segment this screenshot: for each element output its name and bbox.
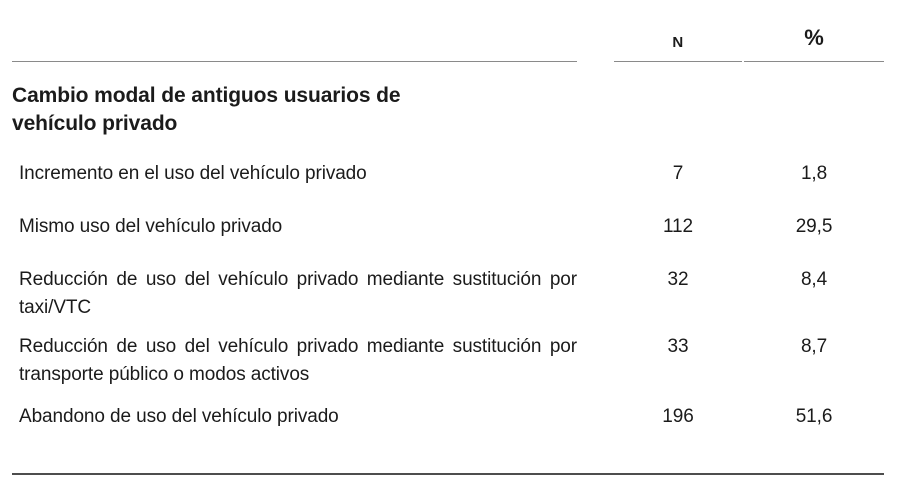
table-row: Abandono de uso del vehículo privado 196… (12, 403, 884, 431)
table-header-row: N % (12, 0, 884, 62)
row-label: Reducción de uso del vehículo privado me… (19, 336, 577, 385)
pct-column-label: % (804, 25, 824, 50)
row-label: Mismo uso del vehículo privado (19, 216, 283, 237)
cell-n: 112 (663, 216, 693, 237)
n-column-header: N (614, 0, 742, 62)
section-header: Cambio modal de antiguos usuarios de veh… (12, 84, 401, 135)
cell-n: 7 (672, 163, 684, 184)
cell-pct: 29,5 (795, 216, 833, 237)
cell-n: 32 (667, 269, 689, 290)
row-label: Incremento en el uso del vehículo privad… (19, 163, 367, 184)
pct-column-header: % (744, 0, 884, 62)
cell-n: 196 (662, 406, 694, 427)
modal-change-table: N % Cambio modal de antiguos usuarios de… (12, 0, 884, 475)
cell-pct: 1,8 (800, 163, 828, 184)
label-column-header-empty (12, 0, 577, 62)
cell-pct: 51,6 (795, 406, 833, 427)
n-column-label: N (672, 34, 684, 51)
column-gap (577, 0, 614, 62)
cell-pct: 8,4 (800, 269, 828, 290)
table-row: Mismo uso del vehículo privado 112 29,5 (12, 213, 884, 241)
cell-n: 33 (667, 336, 689, 357)
table-row: Incremento en el uso del vehículo privad… (12, 160, 884, 188)
row-label: Abandono de uso del vehículo privado (19, 406, 339, 427)
table-row: Reducción de uso del vehículo privado me… (12, 333, 884, 389)
cell-pct: 8,7 (800, 336, 828, 357)
table-bottom-rule (12, 473, 884, 475)
row-label: Reducción de uso del vehículo privado me… (19, 269, 577, 318)
table-row: Reducción de uso del vehículo privado me… (12, 266, 884, 322)
